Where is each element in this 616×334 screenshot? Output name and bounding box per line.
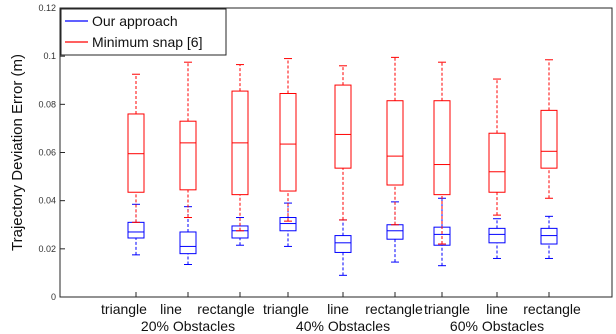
box-iqr [179, 120, 197, 191]
box-minimum-snap [540, 59, 558, 199]
box-minimum-snap [433, 61, 451, 245]
box-iqr [127, 113, 145, 193]
box-minimum-snap [488, 78, 506, 216]
box-our-approach [386, 201, 404, 263]
box-minimum-snap [279, 58, 297, 222]
box-minimum-snap [231, 64, 249, 232]
x-tick-label: triangle [424, 301, 470, 317]
box-iqr [334, 235, 352, 253]
box-iqr [540, 227, 558, 245]
y-tick-label: 0.12 [38, 3, 56, 13]
y-tick-label: 0.08 [38, 99, 56, 109]
box-layer [127, 56, 558, 276]
box-iqr [334, 84, 352, 169]
box-our-approach [540, 215, 558, 259]
y-tick-label: 0.04 [38, 196, 56, 206]
box-iqr [279, 217, 297, 232]
box-iqr [231, 225, 249, 239]
box-minimum-snap [179, 61, 197, 219]
group-label: 40% Obstacles [296, 318, 390, 334]
box-our-approach [334, 219, 352, 276]
box-iqr [386, 224, 404, 240]
y-axis-label: Trajectory Deviation Error (m) [9, 54, 26, 251]
box-iqr [279, 92, 297, 192]
group-label: 60% Obstacles [450, 318, 544, 334]
box-iqr [386, 100, 404, 186]
x-tick-label: triangle [263, 301, 309, 317]
legend: Our approach Minimum snap [6] [60, 8, 227, 56]
box-iqr [179, 231, 197, 255]
y-tick-label: 0.1 [43, 51, 56, 61]
x-tick-label: line [160, 301, 182, 317]
axes-layer: 0 0.02 0.04 0.06 0.08 0.1 0.12 triangle line rect… [38, 3, 581, 334]
box-our-approach [488, 218, 506, 259]
y-tick-label: 0 [51, 292, 56, 302]
x-tick-label: rectangle [523, 301, 581, 317]
box-iqr [433, 100, 451, 196]
legend-entry-our-approach: Our approach [92, 13, 178, 29]
box-minimum-snap [334, 65, 352, 221]
box-iqr [488, 227, 506, 244]
x-tick-label: line [486, 301, 508, 317]
x-tick-label: triangle [101, 301, 147, 317]
legend-box [60, 8, 227, 56]
group-label: 20% Obstacles [141, 318, 235, 334]
x-tick-label: line [327, 301, 349, 317]
box-iqr [488, 132, 506, 193]
y-tick-label: 0.02 [38, 244, 56, 254]
x-tick-label: rectangle [365, 301, 423, 317]
x-tick-label: rectangle [197, 301, 255, 317]
box-minimum-snap [127, 73, 145, 223]
legend-entry-minimum-snap: Minimum snap [6] [92, 34, 202, 50]
box-iqr [127, 221, 145, 239]
box-minimum-snap [386, 56, 404, 226]
y-tick-label: 0.06 [38, 148, 56, 158]
box-our-approach [231, 217, 249, 246]
box-iqr [540, 109, 558, 169]
